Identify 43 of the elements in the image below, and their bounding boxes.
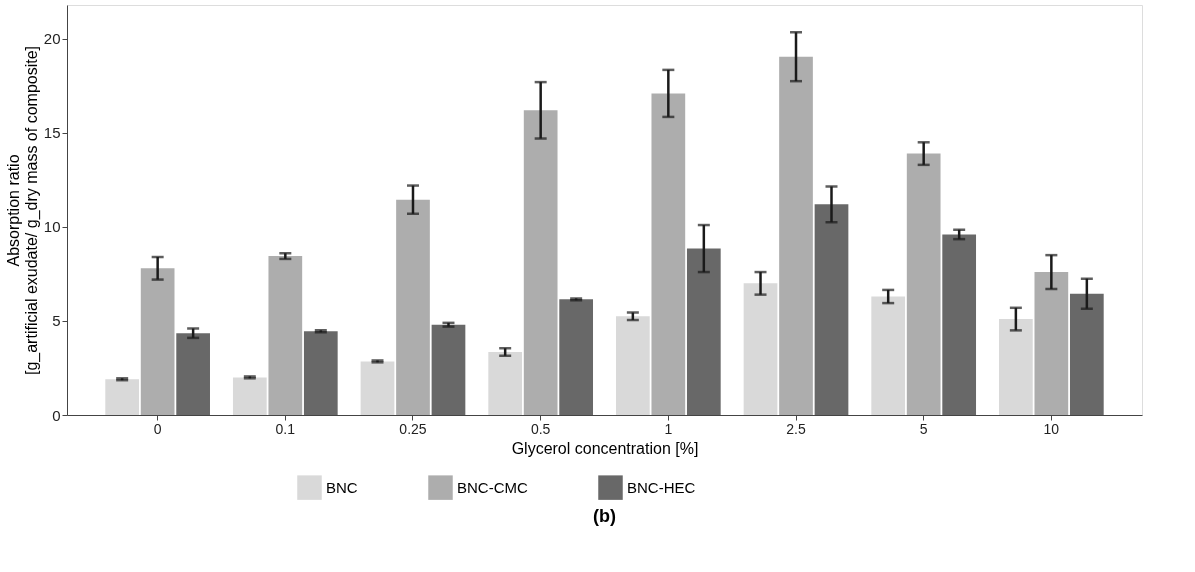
y-tick-label: 0 xyxy=(52,406,61,424)
x-tick-label: 0.25 xyxy=(399,420,427,437)
bar xyxy=(232,377,267,415)
y-tick-label: 5 xyxy=(52,312,61,330)
bar xyxy=(176,333,210,415)
bar xyxy=(814,204,849,415)
bar xyxy=(871,296,906,415)
x-tick-label: 1 xyxy=(664,420,673,437)
y-tick-label: 20 xyxy=(43,30,61,48)
x-tick-label: 0 xyxy=(153,420,162,437)
bar xyxy=(523,110,558,415)
x-tick-label: 5 xyxy=(919,420,928,437)
bar xyxy=(105,379,140,415)
bar xyxy=(942,234,977,415)
x-tick-label: 10 xyxy=(1043,420,1060,437)
x-tick-label: 0.5 xyxy=(530,420,551,437)
x-tick-label: 2.5 xyxy=(786,420,806,437)
y-axis-title: Absorption ratio [g_artificial exudate/ g_dry mass of composite] xyxy=(4,45,41,376)
x-axis-title: Glycerol concentration [%] xyxy=(511,439,699,457)
bar xyxy=(140,268,175,415)
bar xyxy=(268,256,303,415)
bar xyxy=(559,299,594,415)
bar xyxy=(906,153,941,415)
x-tick-label: 0.1 xyxy=(275,420,296,437)
bar xyxy=(360,361,395,415)
bar xyxy=(1034,272,1069,415)
bar xyxy=(686,248,721,415)
legend-label: BNC xyxy=(326,478,358,496)
text: (b) xyxy=(593,506,616,526)
y-tick-label: 10 xyxy=(43,218,61,236)
bar xyxy=(303,331,338,415)
bar xyxy=(396,199,430,415)
legend-label: BNC-HEC xyxy=(627,478,696,496)
bar xyxy=(651,93,686,415)
bar xyxy=(431,324,466,415)
bar xyxy=(779,56,813,415)
bar xyxy=(999,319,1033,415)
legend-label: BNC-CMC xyxy=(457,478,528,496)
bar xyxy=(743,283,778,415)
bar xyxy=(1069,293,1104,415)
y-tick-label: 15 xyxy=(43,124,61,142)
bar xyxy=(615,316,650,415)
bar xyxy=(488,352,523,415)
